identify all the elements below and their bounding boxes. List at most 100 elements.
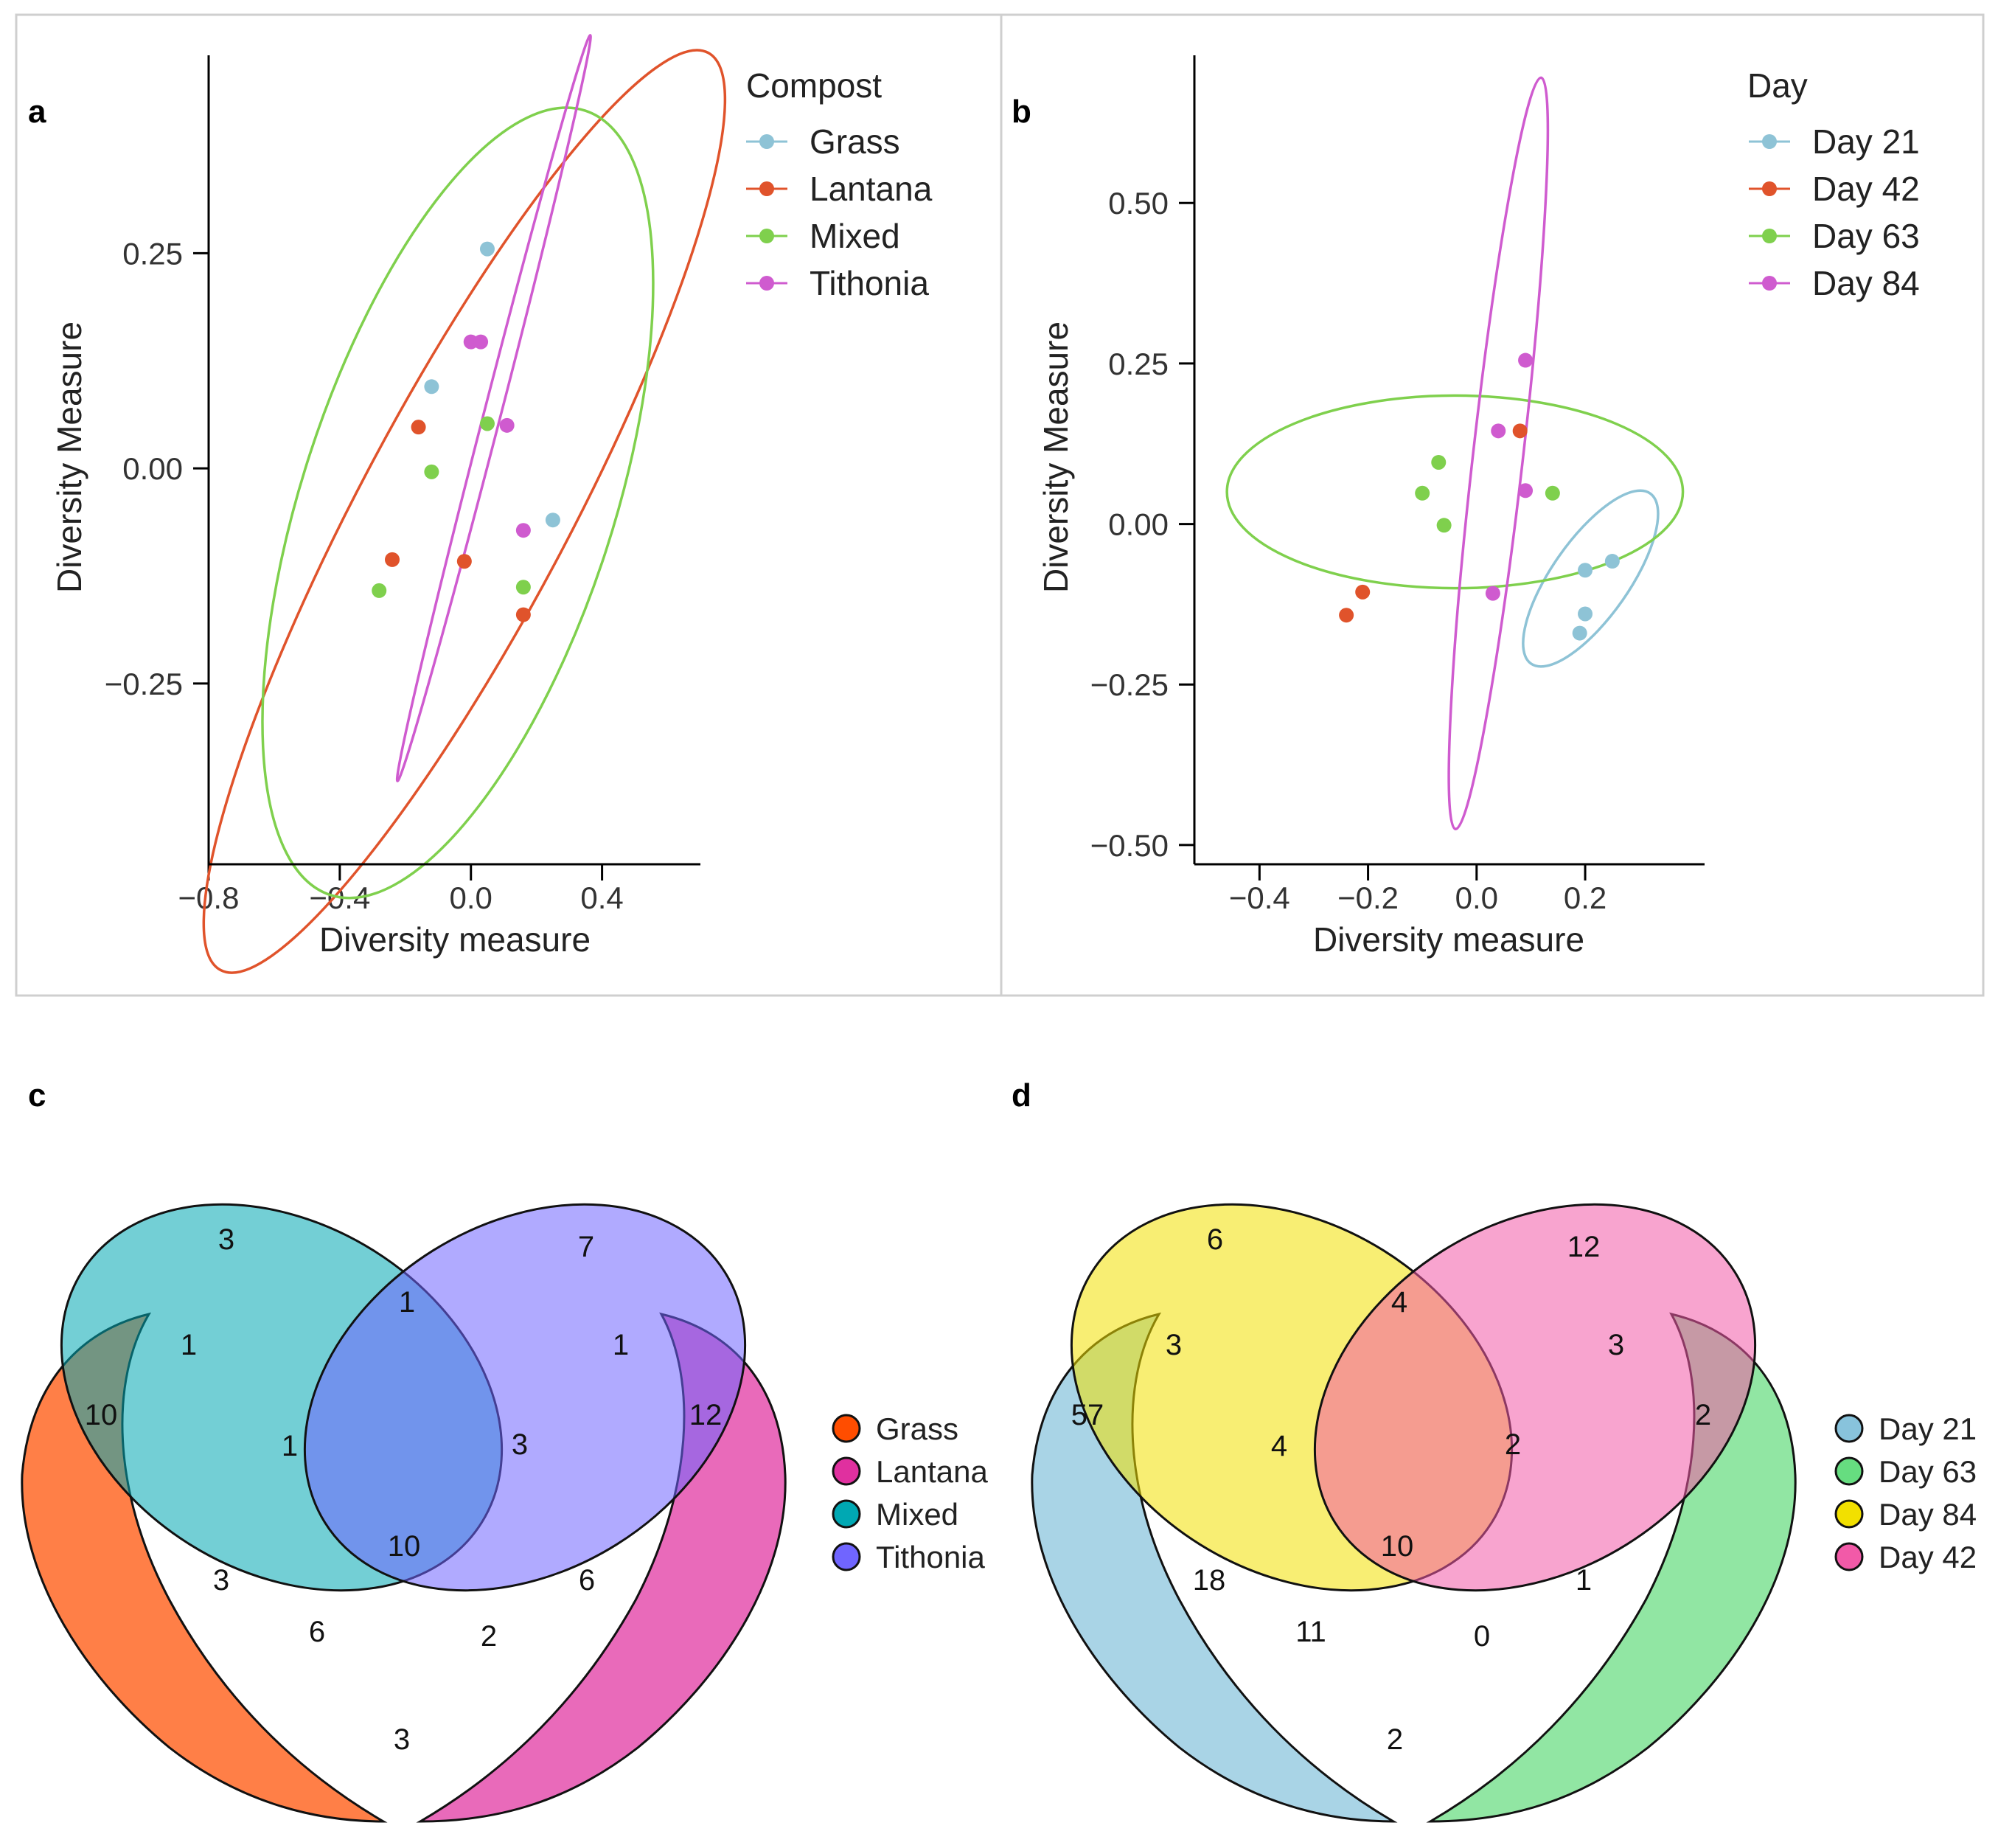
- ellipse-tithonia: [395, 34, 592, 782]
- venn-c-region-count: 1: [613, 1329, 629, 1361]
- venn-c-region-count: 10: [388, 1530, 421, 1563]
- plot-b-ytick-label: 0.25: [1108, 347, 1169, 381]
- point-lantana: [411, 420, 426, 435]
- point-day-21: [1572, 625, 1587, 641]
- panel-c-label: c: [28, 1077, 46, 1114]
- panel-a-frame: [15, 13, 1003, 997]
- point-day-42: [1512, 423, 1528, 439]
- legend-day-42-marker: [1762, 181, 1777, 196]
- venn-c-legend-grass-label: Grass: [876, 1411, 958, 1446]
- plot-b-xtick-label: 0.0: [1455, 880, 1498, 915]
- panel-b: b 0.50 0.25 0.00 −0.25 −0.50 −0.4 −0.2 0.0 0.2 D…: [1000, 13, 1985, 997]
- panel-d-label: d: [1012, 1077, 1031, 1114]
- venn-d-region-count: 2: [1387, 1723, 1403, 1756]
- plot-a-legend: Grass Lantana Mixed Tithonia: [746, 122, 933, 302]
- venn-d-region-count: 10: [1381, 1530, 1414, 1563]
- ellipse-day-21: [1522, 489, 1660, 668]
- plot-b-xtick-label: −0.4: [1229, 880, 1290, 915]
- point-day-42: [1355, 584, 1371, 600]
- ellipse-day-63: [1225, 394, 1685, 590]
- venn-c-legend-mixed-label: Mixed: [876, 1497, 958, 1532]
- plot-a-ytick-label: 0.00: [122, 451, 183, 486]
- panel-b-label: b: [1012, 94, 1031, 130]
- venn-d-legend-day-42-marker: [1834, 1542, 1864, 1571]
- legend-day-21-label: Day 21: [1812, 122, 1920, 161]
- venn-d-legend-day-84-marker: [1834, 1499, 1864, 1529]
- plot-a-legend-title: Compost: [746, 66, 882, 105]
- legend-lantana-marker: [759, 181, 774, 196]
- plot-b-ytick-label: 0.00: [1108, 507, 1169, 542]
- venn-c-region-count: 1: [282, 1430, 298, 1462]
- legend-tithonia-marker: [759, 276, 774, 291]
- legend-day-84-marker: [1762, 276, 1777, 291]
- plot-b-ytick-label: −0.50: [1090, 828, 1169, 863]
- legend-day-42-label: Day 42: [1812, 170, 1920, 208]
- venn-d-region-count: 3: [1166, 1329, 1182, 1361]
- venn-c-region-count: 10: [85, 1399, 118, 1431]
- venn-d-region-count: 2: [1505, 1428, 1521, 1461]
- venn-c-region-count: 1: [399, 1286, 415, 1319]
- panel-a-label: a: [28, 94, 46, 130]
- point-day-42: [1339, 608, 1354, 623]
- plot-b-ytick-label: 0.50: [1108, 186, 1169, 220]
- venn-d-region-count: 4: [1271, 1430, 1287, 1462]
- legend-lantana-label: Lantana: [810, 170, 933, 208]
- venn-c-legend-lantana-marker: [832, 1456, 861, 1486]
- plot-a-xtick-label: 0.4: [580, 880, 623, 915]
- plot-b: 0.50 0.25 0.00 −0.25 −0.50 −0.4 −0.2 0.0 0.2: [1090, 76, 1685, 915]
- panel-b-frame: [1000, 13, 1985, 997]
- point-day-63: [1415, 485, 1430, 501]
- venn-d-legend-day-63-label: Day 63: [1879, 1454, 1977, 1489]
- venn-d-legend-day-21-marker: [1834, 1414, 1864, 1443]
- legend-mixed-label: Mixed: [810, 217, 900, 255]
- point-day-84: [1518, 352, 1534, 368]
- plot-b-xtick-label: −0.2: [1337, 880, 1399, 915]
- venn-c-region-count: 6: [309, 1616, 325, 1648]
- point-mixed: [479, 416, 495, 431]
- legend-tithonia-label: Tithonia: [810, 264, 929, 302]
- plot-b-ylabel: Diversity Measure: [1037, 322, 1075, 593]
- venn-d-region-count: 11: [1295, 1616, 1326, 1648]
- venn-c: 3 7 10 12 1 1 1 1 3 10 3 6 6 2 3: [21, 1203, 787, 1823]
- venn-c-legend: Grass Lantana Mixed Tithonia: [832, 1411, 988, 1574]
- plot-a: 0.250.00−0.25−0.8 −0.4 0.0 0.4: [105, 34, 727, 974]
- plot-b-legend-title: Day: [1747, 66, 1808, 105]
- venn-c-region-count: 12: [689, 1399, 723, 1431]
- ellipse-lantana: [202, 49, 727, 974]
- legend-day-21-marker: [1762, 134, 1777, 149]
- venn-c-legend-mixed-marker: [832, 1499, 861, 1529]
- venn-c-legend-tithonia-label: Tithonia: [876, 1540, 986, 1574]
- point-tithonia: [515, 523, 531, 538]
- venn-d-legend-day-84-label: Day 84: [1879, 1497, 1977, 1532]
- venn-d-legend: Day 21 Day 63 Day 84 Day 42: [1834, 1411, 1977, 1574]
- venn-c-legend-grass-marker: [832, 1414, 861, 1443]
- ellipse-mixed: [261, 106, 655, 900]
- point-lantana: [456, 554, 472, 569]
- venn-d-region-count: 6: [1207, 1223, 1223, 1256]
- venn-d-region-count: 0: [1474, 1620, 1490, 1653]
- plot-a-ytick-label: 0.25: [122, 236, 183, 271]
- plot-a-xlabel: Diversity measure: [319, 920, 591, 959]
- venn-c-region-count: 2: [481, 1620, 497, 1653]
- venn-d-region-count: 2: [1695, 1399, 1711, 1431]
- point-day-63: [1545, 485, 1560, 501]
- venn-d-legend-day-63-marker: [1834, 1456, 1864, 1486]
- legend-day-63-label: Day 63: [1812, 217, 1920, 255]
- point-mixed: [424, 464, 439, 479]
- point-day-84: [1491, 423, 1506, 439]
- venn-c-region-count: 1: [181, 1329, 197, 1361]
- point-grass: [545, 513, 560, 528]
- venn-c-legend-lantana-label: Lantana: [876, 1454, 988, 1489]
- venn-d-legend-day-42-label: Day 42: [1879, 1540, 1977, 1574]
- plot-b-ytick-label: −0.25: [1090, 667, 1169, 702]
- panel-a: a 0.250.00−0.25−0.8 −0.4 0.0 0.4 Diversity …: [15, 13, 1003, 997]
- point-tithonia: [499, 417, 515, 433]
- venn-c-legend-tithonia-marker: [832, 1542, 861, 1571]
- point-grass: [479, 241, 495, 257]
- plot-a-ytick-label: −0.25: [105, 667, 183, 701]
- venn-c-set-tithonia: [303, 1203, 747, 1592]
- point-grass: [424, 379, 439, 395]
- legend-grass-label: Grass: [810, 122, 900, 161]
- venn-d-set-day-42: [1313, 1203, 1757, 1592]
